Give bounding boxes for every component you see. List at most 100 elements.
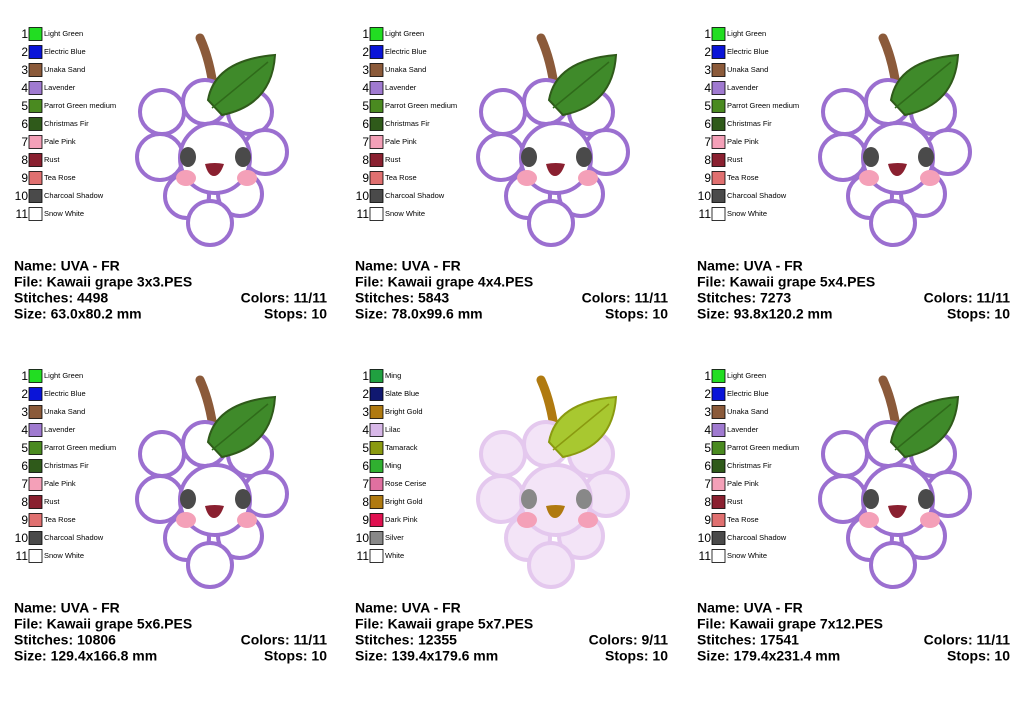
- color-swatch: [711, 387, 726, 401]
- color-swatch: [369, 207, 384, 221]
- design-name: Name: UVA - FR: [697, 600, 803, 616]
- color-name-wrap: Light Green: [385, 29, 424, 38]
- color-number: 8: [21, 495, 28, 509]
- color-number: 3: [362, 405, 369, 419]
- color-name: Christmas Fir: [44, 119, 89, 128]
- color-number: 6: [704, 459, 711, 473]
- cheek: [237, 170, 257, 186]
- color-swatch: [711, 405, 726, 419]
- mouth: [205, 163, 224, 176]
- color-count: Colors: 11/11: [924, 632, 1011, 648]
- cheek: [859, 170, 879, 186]
- color-count: Colors: 11/11: [241, 632, 328, 648]
- color-name: Snow White: [44, 209, 84, 218]
- color-swatch: [369, 513, 384, 527]
- color-swatch: [28, 549, 43, 563]
- color-swatch: [28, 99, 43, 113]
- color-name-wrap: Electric Blue: [727, 389, 769, 398]
- color-name: Electric Blue: [44, 389, 86, 398]
- color-swatch: [369, 495, 384, 509]
- color-name: Light Green: [44, 371, 83, 380]
- color-name-wrap: Pale Pink: [727, 479, 759, 488]
- color-name: Ming: [385, 371, 401, 380]
- color-name-wrap: Snow White: [44, 551, 84, 560]
- color-name-wrap: Dark Pink: [385, 515, 418, 524]
- color-swatch: [711, 495, 726, 509]
- color-swatch: [711, 63, 726, 77]
- color-name-wrap: Pale Pink: [727, 137, 759, 146]
- color-name-wrap: Lavender: [727, 425, 759, 434]
- color-number: 3: [21, 405, 28, 419]
- eye: [918, 489, 934, 509]
- color-name: Rust: [44, 497, 60, 506]
- color-number: 1: [704, 27, 711, 41]
- color-name: Tamarack: [385, 443, 418, 452]
- color-number: 5: [362, 99, 369, 113]
- cheek: [578, 170, 598, 186]
- color-name-wrap: Unaka Sand: [44, 65, 85, 74]
- mouth: [546, 163, 565, 176]
- color-count: Colors: 11/11: [241, 290, 328, 306]
- color-swatch: [28, 531, 43, 545]
- color-swatch: [28, 405, 43, 419]
- color-name-wrap: Parrot Green medium: [44, 443, 116, 452]
- color-swatch: [28, 387, 43, 401]
- color-swatch: [369, 441, 384, 455]
- color-swatch: [28, 441, 43, 455]
- color-swatch: [369, 117, 384, 131]
- color-swatch: [369, 531, 384, 545]
- color-name-wrap: Electric Blue: [385, 47, 427, 56]
- color-name: Parrot Green medium: [44, 443, 116, 452]
- color-swatch: [711, 549, 726, 563]
- size: Size: 63.0x80.2 mm: [14, 306, 142, 322]
- color-name: Lavender: [727, 425, 759, 434]
- color-name-wrap: Charcoal Shadow: [727, 191, 787, 200]
- color-name-wrap: Charcoal Shadow: [727, 533, 787, 542]
- leaf-vein: [211, 61, 269, 109]
- color-number: 2: [362, 45, 369, 59]
- color-number: 4: [704, 423, 711, 437]
- eye: [863, 147, 879, 167]
- color-name: Christmas Fir: [727, 119, 772, 128]
- color-name-wrap: Electric Blue: [44, 389, 86, 398]
- color-number: 7: [362, 477, 369, 491]
- eye: [576, 147, 592, 167]
- size: Size: 93.8x120.2 mm: [697, 306, 832, 322]
- eye: [180, 489, 196, 509]
- color-swatch: [711, 441, 726, 455]
- color-swatch: [369, 135, 384, 149]
- color-number: 11: [357, 549, 370, 563]
- leaf-vein: [552, 61, 610, 109]
- grape-preview: [135, 33, 289, 247]
- grape-preview: [135, 375, 289, 589]
- leaf-vein: [552, 403, 610, 451]
- eye: [863, 489, 879, 509]
- color-name-wrap: Rust: [727, 155, 743, 164]
- color-name-wrap: Rust: [44, 497, 60, 506]
- color-swatch: [369, 189, 384, 203]
- color-name: Rust: [727, 155, 743, 164]
- color-number: 1: [21, 369, 28, 383]
- grape-ring: [138, 88, 186, 136]
- cheek: [237, 512, 257, 528]
- color-name: Charcoal Shadow: [44, 191, 104, 200]
- color-number: 9: [21, 513, 28, 527]
- size: Size: 129.4x166.8 mm: [14, 648, 157, 664]
- color-swatch: [369, 45, 384, 59]
- color-name: Slate Blue: [385, 389, 419, 398]
- color-name: Charcoal Shadow: [44, 533, 104, 542]
- color-swatch: [28, 135, 43, 149]
- color-swatch: [28, 153, 43, 167]
- grape-ring: [135, 474, 185, 524]
- cheek: [517, 170, 537, 186]
- design-panel: 1 Ming 2 Slate Blue 3 Bright Gold 4 Lilac 5 Tamar…: [355, 369, 668, 664]
- color-swatch: [711, 81, 726, 95]
- color-name: Lavender: [44, 425, 76, 434]
- eye: [576, 489, 592, 509]
- color-name-wrap: Tea Rose: [727, 515, 759, 524]
- color-number: 10: [698, 189, 712, 203]
- color-number: 5: [704, 441, 711, 455]
- grape-ring: [138, 430, 186, 478]
- color-name-wrap: Christmas Fir: [44, 461, 89, 470]
- color-name: Rust: [385, 155, 401, 164]
